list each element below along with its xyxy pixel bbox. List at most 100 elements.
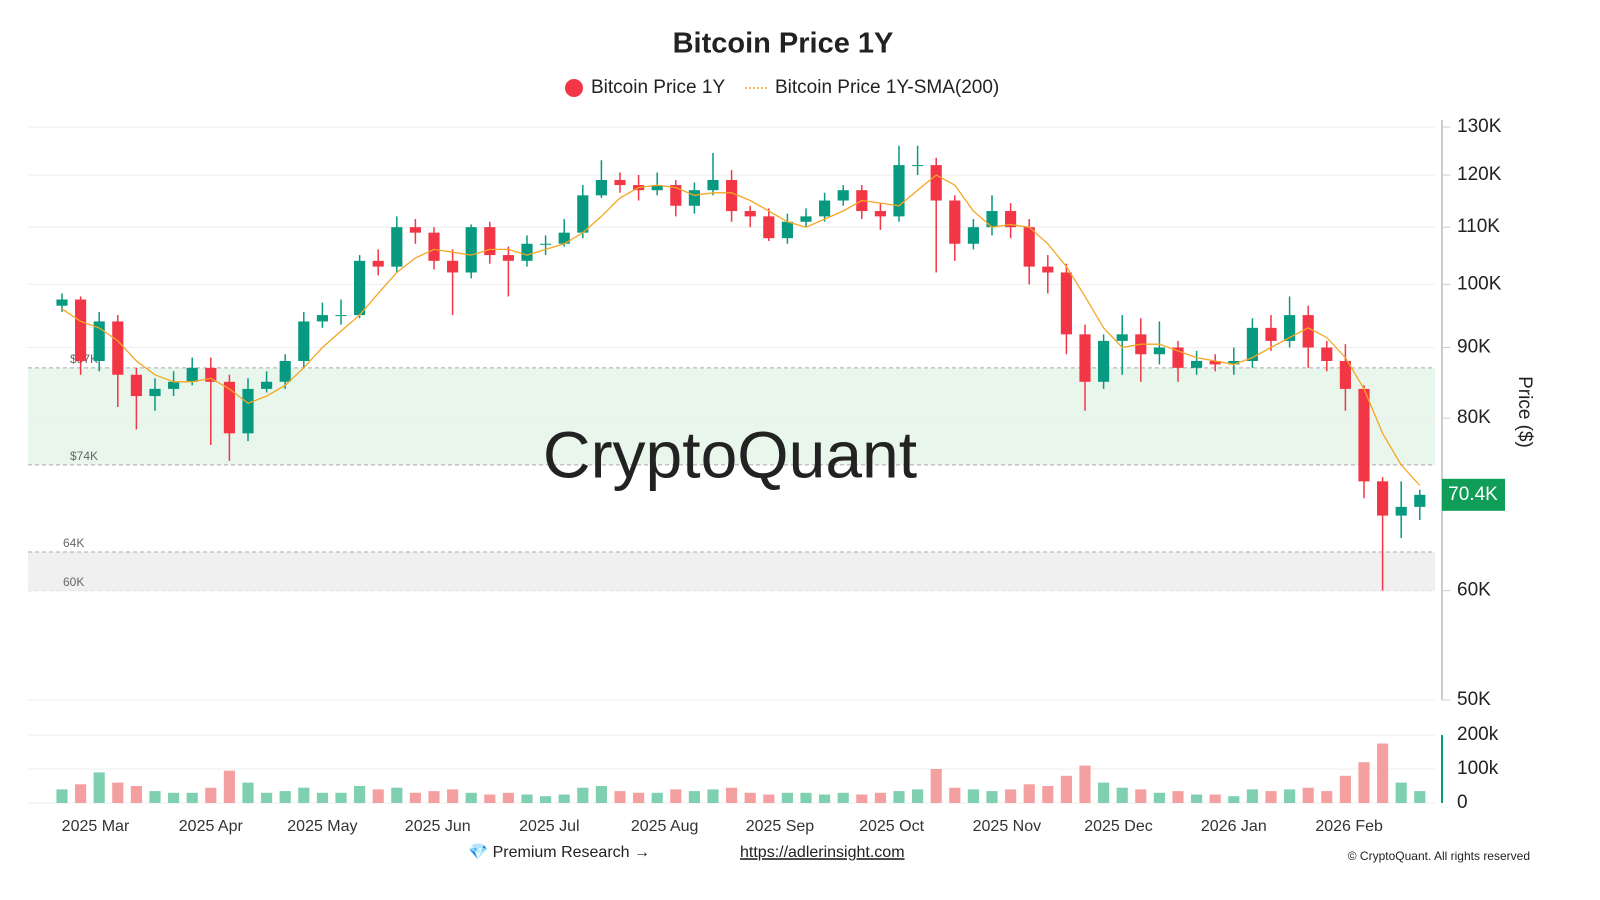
volume-bar <box>372 789 384 803</box>
chart-title: Bitcoin Price 1Y <box>673 28 894 60</box>
volume-bar <box>949 787 961 803</box>
candle-body <box>1321 347 1333 361</box>
volume-bar <box>1023 784 1035 803</box>
volume-bar <box>1116 787 1128 803</box>
volume-bar <box>1060 775 1072 803</box>
volume-bar <box>893 791 905 803</box>
candle-body <box>707 180 719 191</box>
y-tick-label: 50K <box>1457 689 1491 710</box>
candle-body <box>1153 347 1165 355</box>
candle-body <box>1209 360 1221 365</box>
volume-bar <box>1302 787 1314 803</box>
y-tick-label: 80K <box>1457 407 1491 428</box>
volume-bar <box>428 791 440 803</box>
x-tick-label: 2026 Feb <box>1315 818 1383 835</box>
volume-bar <box>1339 775 1351 803</box>
candle-body <box>93 321 105 361</box>
volume-bar <box>149 791 161 803</box>
volume-bar <box>75 784 87 803</box>
y-tick-label: 60K <box>1457 580 1491 601</box>
volume-tick-label: 100k <box>1457 758 1499 779</box>
legend-label: Bitcoin Price 1Y-SMA(200) <box>775 77 999 98</box>
last-price-box <box>1442 478 1505 511</box>
candle-body <box>837 190 849 201</box>
candle-body <box>223 381 235 434</box>
candle-body <box>912 165 924 167</box>
copyright: © CryptoQuant. All rights reserved <box>1348 849 1530 863</box>
volume-bar <box>447 789 459 803</box>
candle-body <box>1023 227 1035 267</box>
candle-body <box>614 180 626 186</box>
candle-body <box>447 260 459 273</box>
candle-body <box>595 180 607 196</box>
volume-bar <box>1228 796 1240 803</box>
volume-bar <box>112 782 124 803</box>
x-tick-label: 2026 Jan <box>1201 818 1267 835</box>
candle-body <box>391 227 403 267</box>
candle-body <box>1358 388 1370 482</box>
y-tick-label: 120K <box>1457 164 1502 185</box>
volume-bar <box>316 792 328 803</box>
volume-bar <box>1191 794 1203 803</box>
candle-body <box>335 315 347 317</box>
volume-bar <box>130 786 142 803</box>
candle-body <box>502 255 514 261</box>
y-axis-label: Price ($) <box>1514 376 1535 448</box>
y-tick-label: 100K <box>1457 273 1502 294</box>
volume-bar <box>577 787 589 803</box>
volume-bar <box>856 794 868 803</box>
candle-body <box>409 227 421 233</box>
volume-bar <box>726 787 738 803</box>
y-tick-label: 130K <box>1457 116 1502 137</box>
candle-body <box>781 221 793 239</box>
x-tick-label: 2025 Apr <box>179 818 244 835</box>
volume-bar <box>465 792 477 803</box>
footer-link[interactable]: https://adlerinsight.com <box>740 844 905 861</box>
volume-bar <box>261 792 273 803</box>
candle-body <box>1265 327 1277 341</box>
candle-body <box>168 381 180 389</box>
candle-body <box>967 227 979 244</box>
volume-bar <box>1209 794 1221 803</box>
candle-body <box>186 367 198 382</box>
candle-body <box>577 195 589 233</box>
candle-body <box>763 216 775 239</box>
volume-bar <box>781 792 793 803</box>
candle-body <box>1414 494 1426 507</box>
candle-body <box>465 227 477 273</box>
volume-bar <box>1135 789 1147 803</box>
volume-bar <box>223 770 235 803</box>
volume-bar <box>1042 786 1054 803</box>
last-price-label: 70.4K <box>1448 484 1498 505</box>
volume-bar <box>540 796 552 803</box>
volume-bar <box>912 789 924 803</box>
zone-label: $74K <box>70 449 98 463</box>
volume-bar <box>763 794 775 803</box>
volume-bar <box>409 792 421 803</box>
volume-bar <box>1414 791 1426 803</box>
footer-note: 💎 Premium Research → <box>468 843 650 861</box>
x-tick-label: 2025 Jul <box>519 818 580 835</box>
candle-body <box>1172 347 1184 368</box>
candle-body <box>261 381 273 389</box>
x-tick-label: 2025 Sep <box>746 818 815 835</box>
volume-bar <box>1246 789 1258 803</box>
volume-bar <box>874 792 886 803</box>
volume-bar <box>967 789 979 803</box>
volume-bar <box>279 791 291 803</box>
volume-bar <box>354 786 366 803</box>
volume-bar <box>93 772 105 803</box>
volume-bar <box>335 792 347 803</box>
x-tick-label: 2025 Dec <box>1084 818 1153 835</box>
volume-bar <box>1079 765 1091 803</box>
volume-bar <box>1358 762 1370 803</box>
candle-body <box>651 185 663 191</box>
volume-tick-label: 0 <box>1457 792 1468 813</box>
volume-bar <box>651 792 663 803</box>
volume-bar <box>186 792 198 803</box>
volume-bar <box>819 794 831 803</box>
candle-body <box>521 243 533 261</box>
candle-body <box>112 321 124 375</box>
candle-body <box>558 232 570 244</box>
candle-body <box>800 216 812 222</box>
